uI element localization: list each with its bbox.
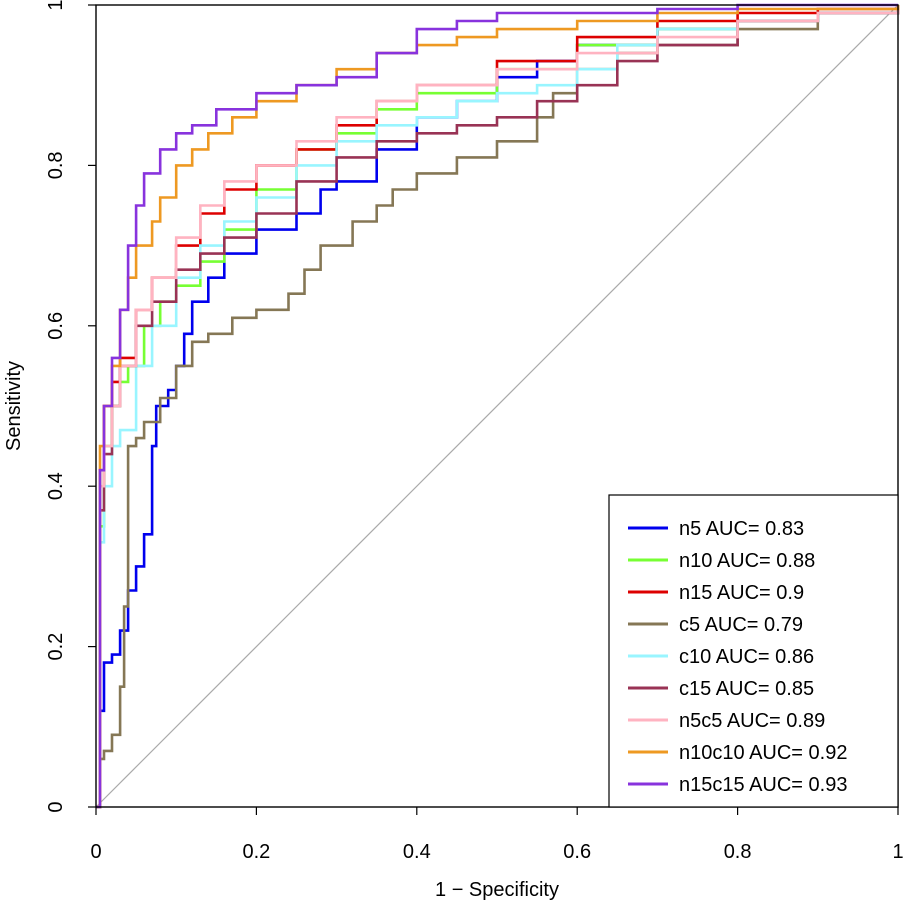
y-axis-label: Sensitivity (3, 361, 25, 451)
legend-label-n5c5: n5c5 AUC= 0.89 (679, 710, 825, 732)
legend-label-c15: c15 AUC= 0.85 (679, 678, 814, 700)
x-tick-label: 0.8 (724, 841, 752, 863)
y-tick-label: 1 (45, 0, 67, 11)
legend-label-c10: c10 AUC= 0.86 (679, 646, 814, 668)
x-tick-label: 1 (892, 841, 903, 863)
y-tick-label: 0.2 (45, 633, 67, 661)
y-tick-label: 0.6 (45, 312, 67, 340)
legend-label-n15c15: n15c15 AUC= 0.93 (679, 774, 847, 796)
legend-label-c5: c5 AUC= 0.79 (679, 614, 803, 636)
series-line-n5c5 (96, 5, 900, 809)
legend-label-n5: n5 AUC= 0.83 (679, 518, 804, 540)
y-tick-label: 0.4 (45, 472, 67, 500)
legend-label-n15: n15 AUC= 0.9 (679, 582, 804, 604)
plot-frame (95, 4, 899, 808)
reference-diagonal (95, 4, 899, 808)
x-tick-label: 0.4 (403, 841, 431, 863)
x-tick-label: 0.6 (563, 841, 591, 863)
legend-box (608, 494, 899, 808)
legend: n5 AUC= 0.83 n10 AUC= 0.88 n15 AUC= 0.9 c5 … (608, 494, 899, 808)
legend-label-n10: n10 AUC= 0.88 (679, 550, 815, 572)
x-tick-label: 0 (90, 841, 101, 863)
y-tick-label: 0.8 (45, 151, 67, 179)
x-tick-label: 0.2 (242, 841, 270, 863)
x-axis-label: 1 − Specificity (435, 879, 559, 901)
series-line-n15c15 (96, 3, 898, 809)
y-tick-label: 0 (45, 801, 67, 812)
legend-label-n10c10: n10c10 AUC= 0.92 (679, 742, 847, 764)
